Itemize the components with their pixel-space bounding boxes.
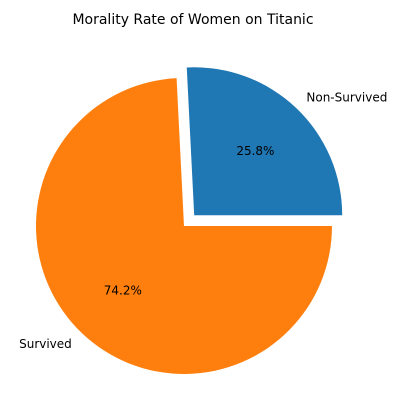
pie-slice-non-survived <box>186 67 343 216</box>
pie-labels: 25.8% Non-Survived 74.2% Survived <box>19 90 387 351</box>
pie-slices <box>35 67 343 375</box>
pie-category-label: Survived <box>19 337 72 351</box>
pie-slice-survived <box>35 78 332 375</box>
chart-title: Morality Rate of Women on Titanic <box>72 12 313 28</box>
pie-category-label: Non-Survived <box>306 90 387 104</box>
pie-pct-label: 74.2% <box>104 283 142 297</box>
pie-pct-label: 25.8% <box>236 144 274 158</box>
